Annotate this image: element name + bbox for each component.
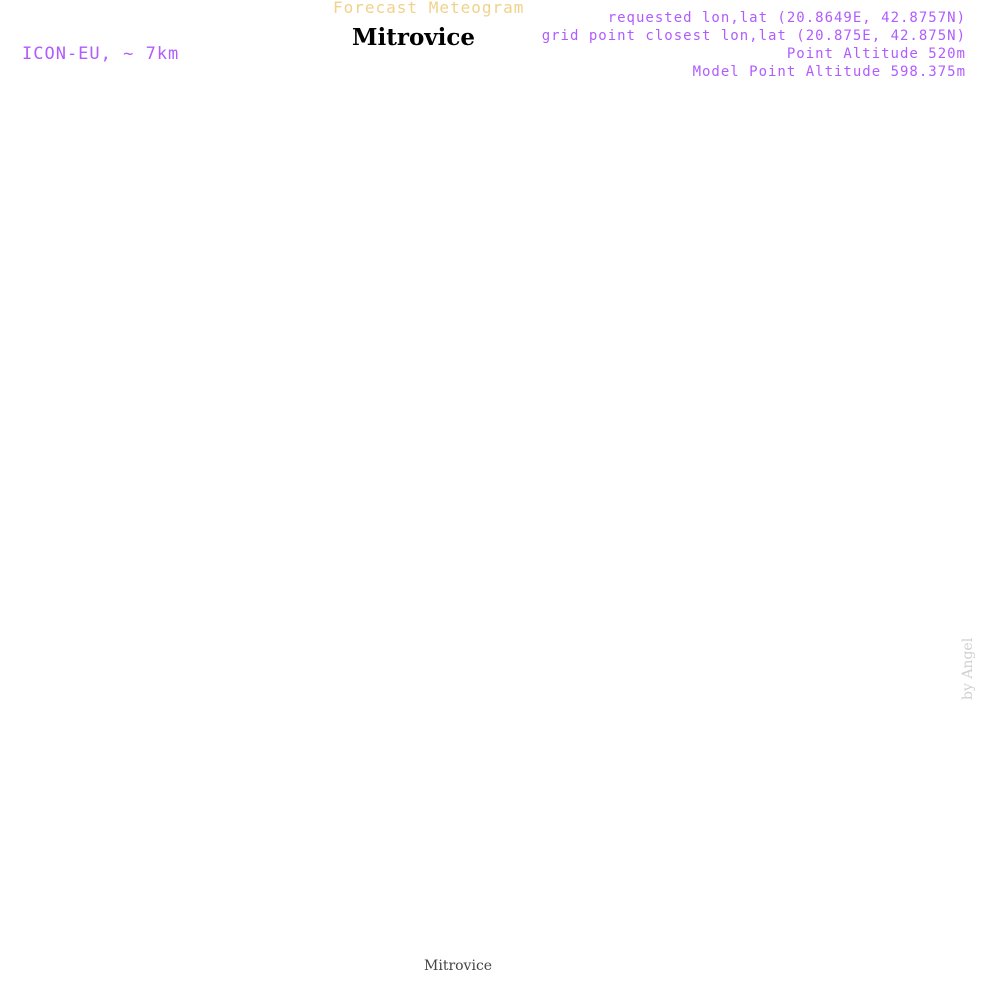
requested-coordinates: requested lon,lat (20.8649E, 42.8757N): [607, 10, 966, 26]
model-point-altitude: Model Point Altitude 598.375m: [692, 64, 966, 80]
meteogram-supertitle: Forecast Meteogram: [333, 0, 525, 17]
point-altitude: Point Altitude 520m: [786, 46, 966, 62]
author-credit: by Angel: [960, 637, 976, 700]
model-name: ICON-EU, ~ 7km: [22, 44, 180, 64]
location-title: Mitrovice: [352, 24, 476, 51]
footer-location: Mitrovice: [424, 958, 493, 974]
closest-gridpoint: grid point closest lon,lat (20.875E, 42.…: [541, 28, 966, 44]
